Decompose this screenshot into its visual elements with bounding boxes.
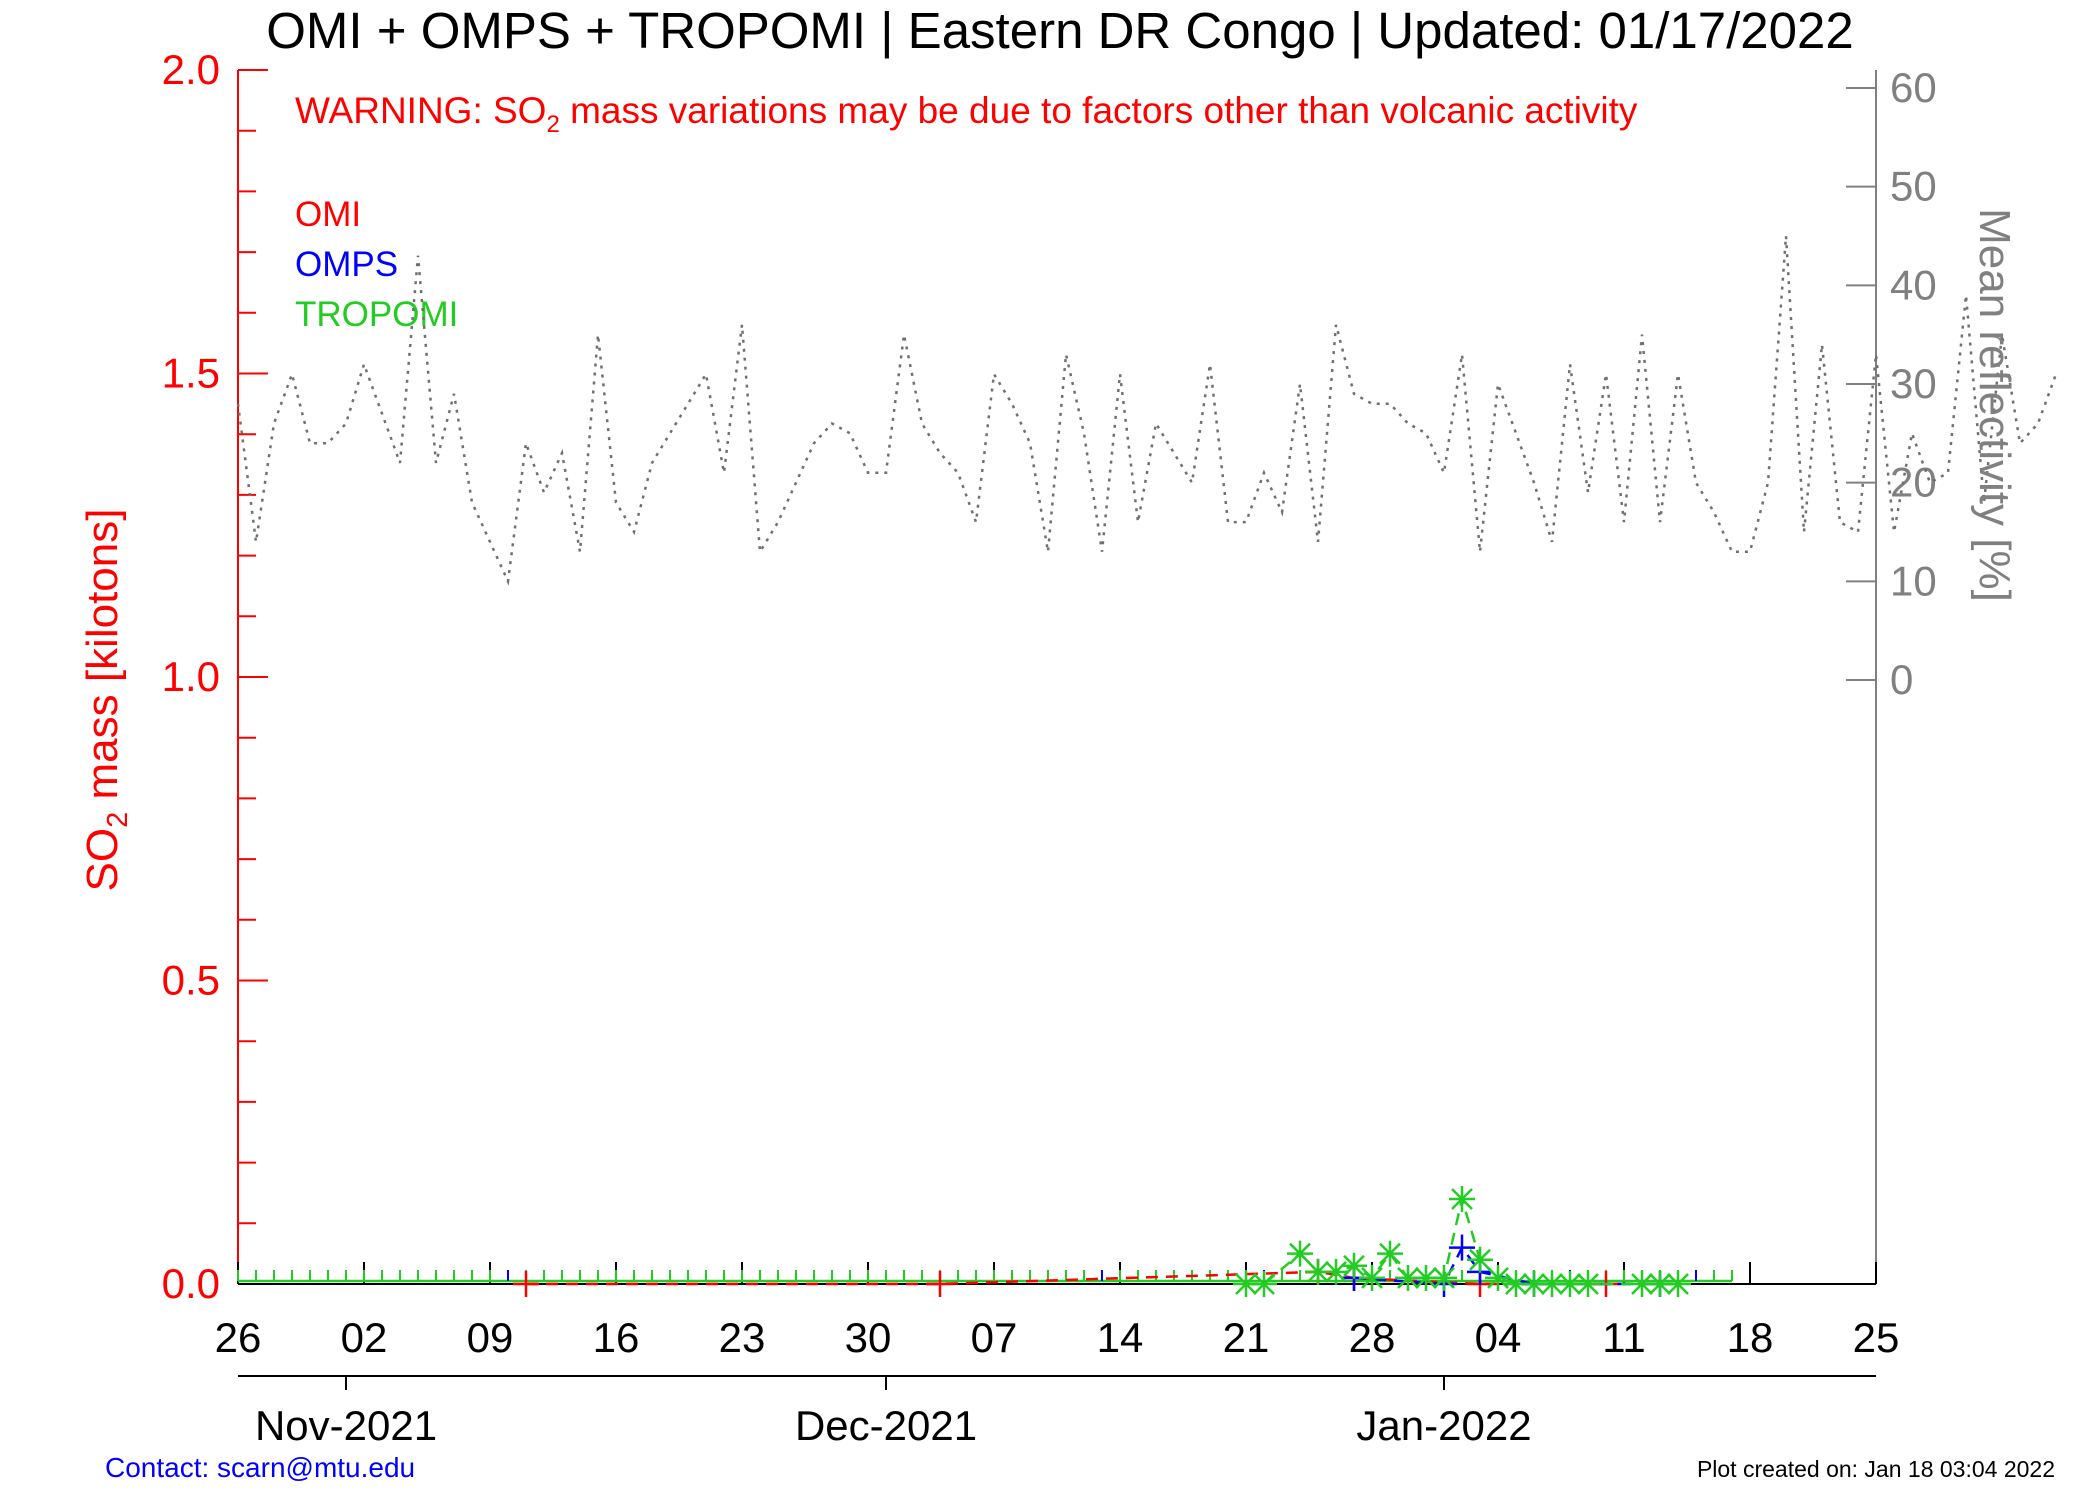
y2-tick-label: 10	[1890, 557, 1937, 604]
tropomi-marker-d2	[1577, 1273, 1599, 1295]
tropomi-point	[1287, 1240, 1313, 1267]
x-tick-label: 28	[1349, 1314, 1396, 1361]
y2-tick-label: 60	[1890, 64, 1937, 111]
y-label-prefix: SO	[78, 828, 127, 892]
x-tick-label: 11	[1602, 1314, 1646, 1361]
y-tick-label: 1.0	[162, 653, 220, 700]
y-tick-label: 1.5	[162, 350, 220, 397]
tropomi-marker-d2	[1523, 1273, 1545, 1295]
x-tick-label: 07	[971, 1314, 1018, 1361]
tropomi-marker-d2	[1433, 1267, 1455, 1289]
x-tick-label: 30	[845, 1314, 892, 1361]
tropomi-point	[1449, 1186, 1475, 1213]
tropomi-marker-d2	[1415, 1267, 1437, 1289]
month-label: Jan-2022	[1356, 1402, 1531, 1449]
tropomi-marker-d2	[1397, 1267, 1419, 1289]
tropomi-marker-d2	[1505, 1273, 1527, 1295]
omi-point	[513, 1271, 539, 1297]
tropomi-point	[1359, 1264, 1385, 1291]
tropomi-marker-d2	[1343, 1254, 1365, 1277]
y-axis-label: SO2 mass [kilotons]	[78, 509, 134, 892]
plot-created-text: Plot created on: Jan 18 03:04 2022	[1697, 1456, 2055, 1482]
tropomi-marker-d2	[1559, 1273, 1581, 1295]
y2-tick-label: 50	[1890, 163, 1937, 210]
legend-tropomi: TROPOMI	[295, 295, 458, 334]
tropomi-marker-d2	[1469, 1248, 1491, 1271]
reflectivity-line	[236, 235, 2058, 586]
tropomi-marker-d2	[1307, 1260, 1329, 1283]
tropomi-marker-d2	[1361, 1267, 1383, 1289]
x-tick-label: 09	[467, 1314, 514, 1361]
tropomi-marker-d2	[1379, 1242, 1401, 1265]
tropomi-marker-d2	[1451, 1188, 1473, 1210]
warning-suffix: mass variations may be due to factors ot…	[560, 90, 1638, 131]
y-label-suffix: mass [kilotons]	[78, 509, 127, 812]
tropomi-marker-d2	[1541, 1273, 1563, 1295]
x-tick-label: 14	[1097, 1314, 1144, 1361]
y2-axis-label: Mean reflectivity [%]	[1970, 208, 2019, 602]
x-tick-label: 16	[593, 1314, 640, 1361]
tropomi-marker-d2	[1253, 1273, 1275, 1295]
legend-omi: OMI	[295, 195, 361, 234]
warning-subscript: 2	[546, 111, 559, 138]
y-tick-label: 2.0	[162, 46, 220, 93]
tropomi-point	[1233, 1271, 1259, 1297]
y2-tick-label: 20	[1890, 459, 1937, 506]
contact-text[interactable]: Contact: scarn@mtu.edu	[105, 1452, 415, 1483]
tropomi-marker-d2	[1649, 1273, 1671, 1295]
y-label-subscript: 2	[102, 812, 134, 828]
legend-omps: OMPS	[295, 245, 398, 284]
tropomi-point	[1341, 1252, 1367, 1279]
y2-tick-label: 40	[1890, 261, 1937, 308]
tropomi-marker-d2	[1631, 1273, 1653, 1295]
omps-point	[1449, 1234, 1475, 1261]
omi-point	[927, 1271, 953, 1297]
tropomi-line	[1246, 1194, 1678, 1286]
x-tick-label: 26	[215, 1314, 262, 1361]
axes-group: 0.0 0.5 1.0 1.5 2.0 0 10 20 30 40 50 60 26 02 09 16 23 30…	[162, 46, 1937, 1449]
month-label: Nov-2021	[255, 1402, 437, 1449]
y2-tick-label: 30	[1890, 360, 1937, 407]
tropomi-point	[1323, 1258, 1349, 1285]
tropomi-marker-d2	[1235, 1273, 1257, 1295]
warning-text: WARNING: SO2 mass variations may be due …	[295, 90, 1638, 138]
x-tick-label: 18	[1727, 1314, 1774, 1361]
tropomi-marker-d2	[1667, 1273, 1689, 1295]
x-tick-label: 25	[1853, 1314, 1900, 1361]
y-tick-label: 0.0	[162, 1260, 220, 1307]
tropomi-point	[1485, 1264, 1511, 1291]
chart-title: OMI + OMPS + TROPOMI | Eastern DR Congo …	[266, 2, 1853, 59]
tropomi-marker-d2	[1289, 1242, 1311, 1265]
month-label: Dec-2021	[795, 1402, 977, 1449]
tropomi-point	[1665, 1271, 1691, 1297]
x-tick-label: 02	[341, 1314, 388, 1361]
tropomi-point	[1467, 1246, 1493, 1273]
y-tick-label: 0.5	[162, 957, 220, 1004]
tropomi-point	[1431, 1264, 1457, 1291]
x-tick-label: 21	[1223, 1314, 1270, 1361]
x-tick-label: 04	[1475, 1314, 1522, 1361]
y2-tick-label: 0	[1890, 656, 1913, 703]
tropomi-point	[1575, 1271, 1601, 1297]
reflectivity-series	[236, 235, 2058, 586]
so2-series-group	[237, 1186, 1733, 1297]
x-tick-label: 23	[719, 1314, 766, 1361]
tropomi-point	[1377, 1240, 1403, 1267]
tropomi-point	[1251, 1271, 1277, 1297]
warning-prefix: WARNING: SO	[295, 90, 546, 131]
tropomi-marker-d2	[1487, 1267, 1509, 1289]
